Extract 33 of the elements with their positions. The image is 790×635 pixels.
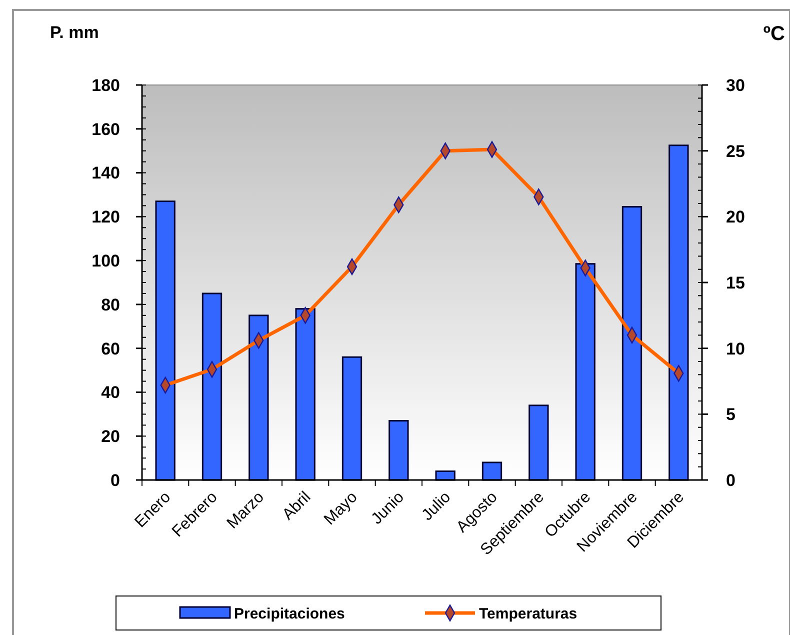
y-axis-title: P. mm: [50, 23, 99, 42]
bar: [528, 404, 549, 481]
y-tick-label: 60: [101, 339, 120, 358]
y-tick-label: 20: [101, 427, 120, 446]
y-tick-label: 100: [92, 252, 120, 271]
y2-tick-label: 0: [726, 470, 736, 490]
y-tick-label: 40: [101, 383, 120, 402]
x-tick-label: Julio: [418, 488, 454, 524]
bar: [248, 314, 269, 481]
bar: [482, 462, 502, 481]
bar: [342, 356, 362, 481]
bar: [295, 308, 316, 481]
bar: [202, 292, 222, 481]
y2-axis-title: ºC: [763, 23, 785, 45]
bar: [388, 420, 409, 481]
legend-label: Temperaturas: [479, 605, 578, 622]
y-tick-label: 180: [92, 76, 120, 95]
y2-tick-label: 20: [726, 208, 745, 227]
y2-tick-label: 10: [726, 339, 745, 358]
bar: [575, 263, 596, 481]
y2-tick-label: 30: [726, 76, 745, 95]
y-tick-label: 120: [92, 208, 120, 227]
y-tick-label: 160: [92, 120, 120, 139]
bar: [622, 206, 642, 481]
y-tick-label: 0: [110, 470, 120, 490]
y2-tick-label: 15: [726, 273, 745, 292]
y2-tick-label: 25: [726, 142, 745, 161]
legend-label: Precipitaciones: [234, 605, 345, 622]
bar: [155, 200, 176, 481]
y-tick-label: 80: [101, 295, 120, 314]
bar: [668, 144, 689, 481]
y-tick-label: 140: [92, 164, 120, 183]
y2-tick-label: 5: [726, 405, 736, 424]
